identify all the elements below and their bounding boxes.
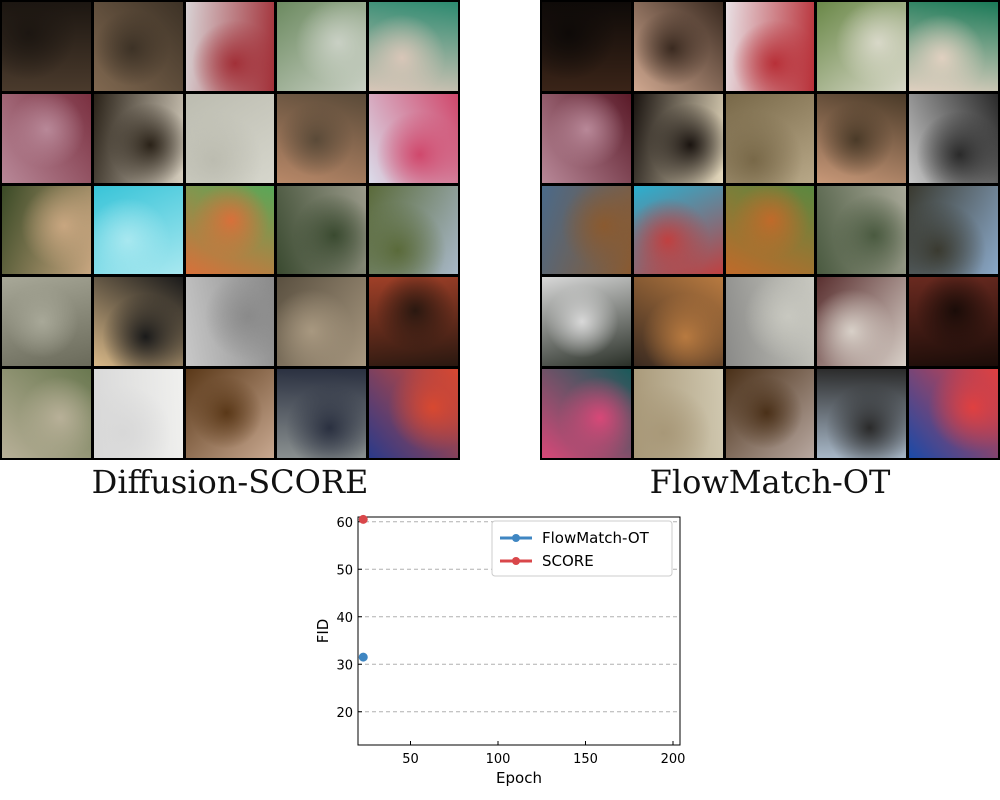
legend-swatch-marker [512,557,520,565]
sample-image-tile [185,93,275,183]
legend-label: FlowMatch-OT [542,529,650,547]
fid-chart: 20 30 40 50 60 50 100 150 200 Epoch FID FlowMatch-O… [314,514,686,787]
data-point [358,652,368,662]
sample-image-tile [2,277,91,367]
sample-image-tile [542,369,631,458]
y-tick-label: 40 [336,611,353,626]
sample-image-tile [277,277,367,367]
legend-swatch-marker [512,534,520,542]
sample-image-tile [725,185,815,275]
sample-image-tile [542,93,631,183]
sample-image-tile [369,369,458,458]
sample-image-tile [185,277,275,367]
sample-image-tile [93,277,183,367]
y-axis-label: FID [314,619,332,644]
sample-image-tile [93,2,183,91]
sample-image-tile [725,93,815,183]
sample-image-tile [369,2,458,91]
sample-image-tile [909,369,998,458]
sample-image-tile [185,369,275,458]
data-point [358,514,368,524]
diffusion-score-sample-grid [0,0,460,460]
x-tick-label: 150 [573,752,598,767]
sample-image-tile [633,185,723,275]
x-tick-label: 200 [661,752,686,767]
sample-image-tile [369,93,458,183]
sample-image-tile [817,2,907,91]
y-tick-label: 60 [336,516,353,531]
sample-image-tile [633,93,723,183]
sample-image-tile [2,2,91,91]
sample-image-tile [185,2,275,91]
sample-image-tile [633,2,723,91]
x-tick-label: 100 [486,752,511,767]
sample-image-tile [633,277,723,367]
sample-image-tile [2,185,91,275]
sample-image-tile [725,277,815,367]
flowmatch-ot-caption: FlowMatch-OT [649,463,891,501]
sample-image-tile [817,185,907,275]
y-tick-label: 30 [336,658,353,673]
sample-image-tile [909,93,998,183]
sample-image-tile [2,93,91,183]
sample-image-tile [817,277,907,367]
sample-image-tile [2,369,91,458]
legend-box [491,520,673,577]
legend-label: SCORE [542,552,594,570]
sample-image-tile [542,185,631,275]
plot-frame [357,516,681,746]
sample-image-tile [725,369,815,458]
sample-image-tile [909,2,998,91]
sample-image-tile [817,369,907,458]
sample-image-tile [909,185,998,275]
y-tick-label: 50 [336,563,353,578]
sample-image-tile [633,369,723,458]
sample-image-tile [369,277,458,367]
sample-image-tile [185,185,275,275]
sample-image-tile [277,93,367,183]
sample-image-tile [369,185,458,275]
y-tick-label: 20 [336,706,353,721]
sample-image-tile [542,277,631,367]
sample-image-tile [542,2,631,91]
sample-image-tile [277,369,367,458]
sample-image-tile [725,2,815,91]
flowmatch-ot-sample-grid [540,0,1000,460]
sample-image-tile [909,277,998,367]
sample-image-tile [277,185,367,275]
x-axis-label: Epoch [496,769,542,787]
sample-image-tile [277,2,367,91]
sample-image-tile [817,93,907,183]
diffusion-score-caption: Diffusion-SCORE [91,463,369,501]
sample-image-tile [93,93,183,183]
sample-image-tile [93,369,183,458]
x-tick-label: 50 [402,752,419,767]
sample-image-tile [93,185,183,275]
